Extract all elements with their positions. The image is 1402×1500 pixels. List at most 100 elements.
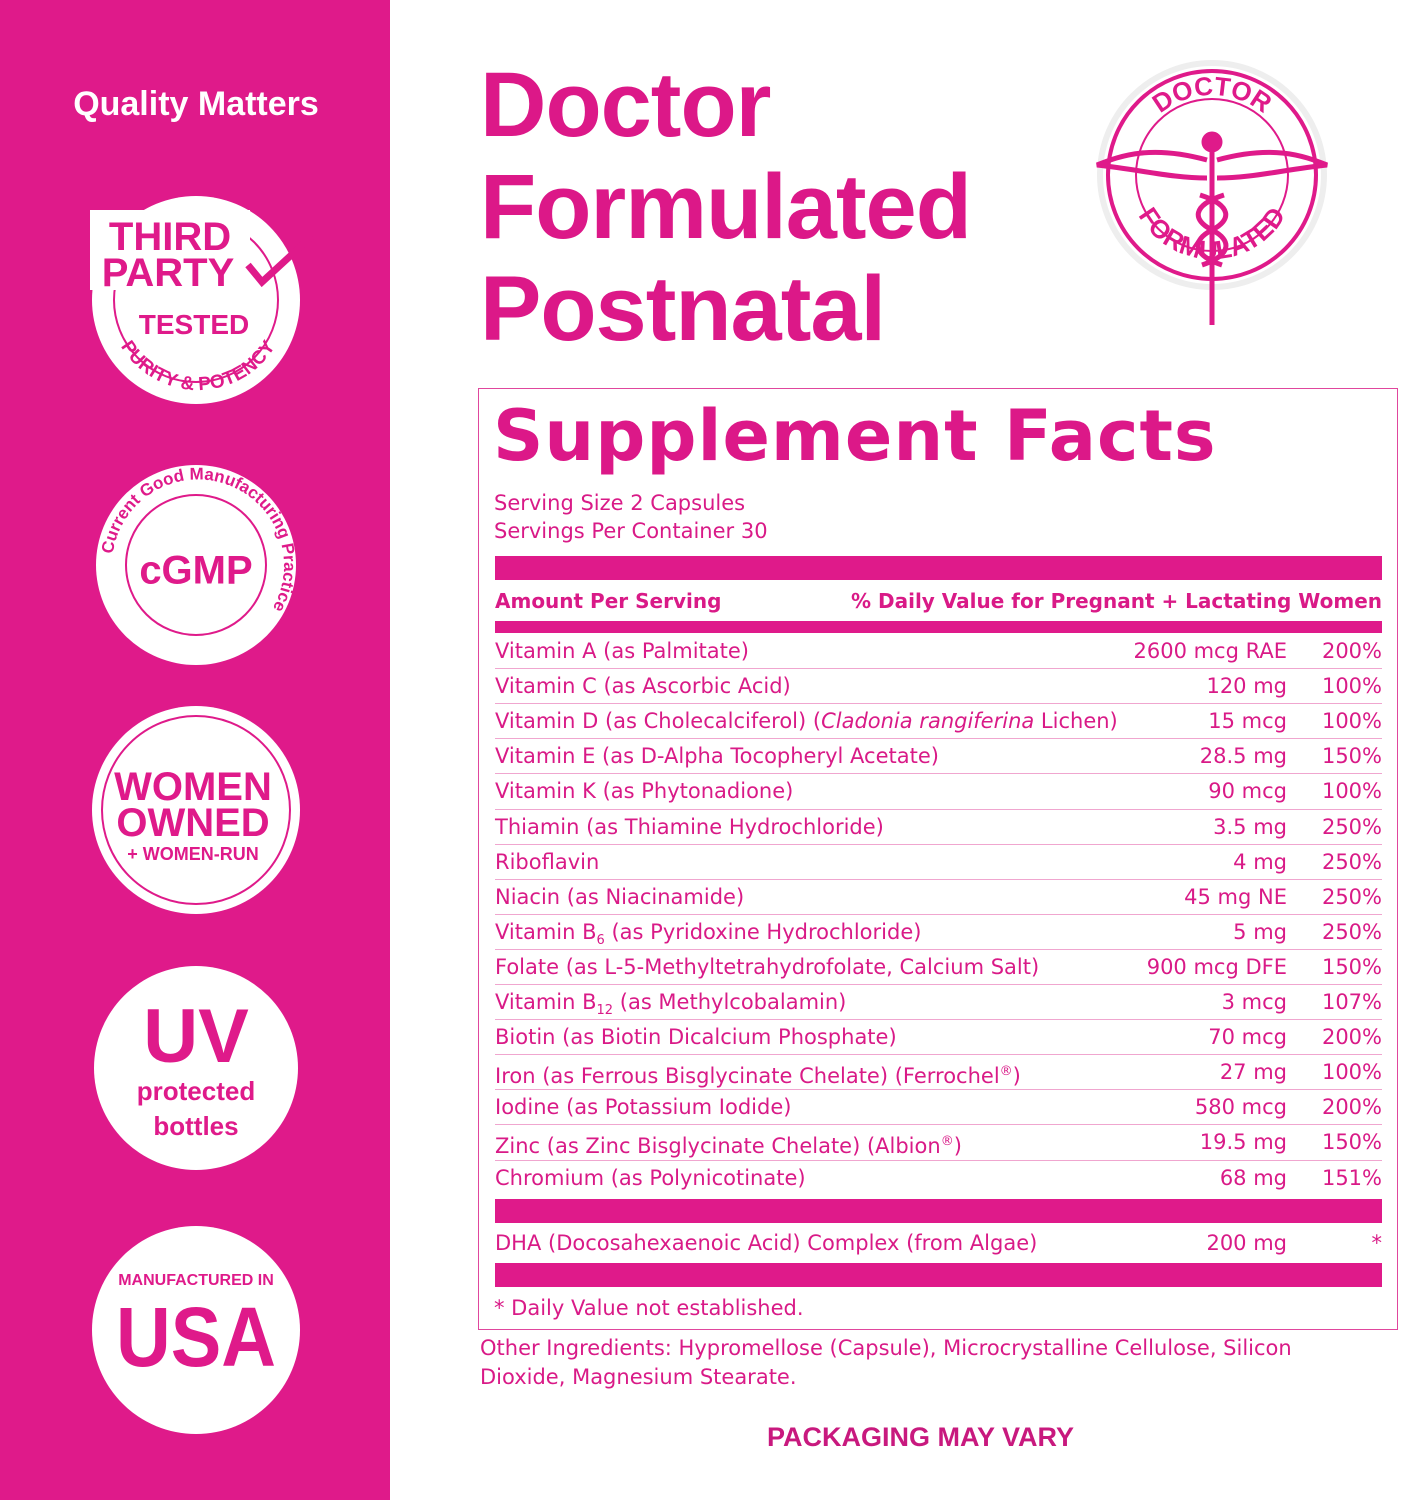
name-part: ) bbox=[1012, 1064, 1021, 1089]
amount: 45 mg NE bbox=[1184, 884, 1287, 909]
name-part: Cladonia rangiferina bbox=[821, 709, 1035, 734]
name-part: (as Methylcobalamin) bbox=[613, 990, 847, 1014]
badge-text: bottles bbox=[153, 1111, 238, 1141]
amount: 68 mg bbox=[1219, 1165, 1287, 1190]
daily-value: 100% bbox=[1321, 779, 1382, 804]
nutrient-name: DHA (Docosahexaenoic Acid) Complex (from… bbox=[495, 1228, 1037, 1258]
badge-text: MANUFACTURED IN bbox=[118, 1272, 274, 1289]
badge-text: OWNED bbox=[116, 801, 269, 845]
name-part: DHA (Docosahexaenoic Acid) Complex (from… bbox=[495, 1231, 1038, 1255]
daily-value: 250% bbox=[1321, 919, 1382, 944]
facts-title: Supplement Facts bbox=[493, 395, 1217, 477]
name-part: ® bbox=[999, 1064, 1013, 1080]
amount: 4 mg bbox=[1233, 849, 1287, 874]
daily-value: * bbox=[1371, 1231, 1383, 1255]
amount: 90 mcg bbox=[1208, 779, 1287, 804]
check-mark bbox=[245, 233, 315, 288]
nutrient-name: Iodine (as Potassium Iodide) bbox=[495, 1092, 791, 1122]
daily-value: 200% bbox=[1321, 1095, 1382, 1120]
nutrient-name: Vitamin E (as D-Alpha Tocopheryl Acetate… bbox=[495, 741, 939, 771]
name-part: Riboflavin bbox=[495, 849, 600, 874]
name-part: Vitamin K (as Phytonadione) bbox=[495, 779, 794, 804]
name-part: 12 bbox=[596, 1003, 614, 1019]
row-divider bbox=[495, 773, 1382, 775]
name-part: Vitamin B bbox=[495, 919, 597, 944]
title-line: Doctor bbox=[480, 54, 771, 156]
name-part: Zinc (as Zinc Bisglycinate Chelate) (Alb… bbox=[495, 1134, 941, 1159]
row-divider bbox=[495, 703, 1382, 705]
packaging-note: PACKAGING MAY VARY bbox=[767, 1422, 1075, 1452]
row-divider bbox=[495, 843, 1382, 845]
daily-value: 107% bbox=[1321, 990, 1382, 1014]
amount: 3.5 mg bbox=[1213, 814, 1287, 839]
daily-value: 250% bbox=[1321, 849, 1382, 874]
footnote: * Daily Value not established. bbox=[494, 1296, 804, 1320]
nutrient-name: Chromium (as Polynicotinate) bbox=[495, 1163, 806, 1193]
name-part: Thiamin (as Thiamine Hydrochloride) bbox=[495, 814, 884, 839]
row-divider bbox=[495, 1054, 1382, 1056]
bar bbox=[495, 1263, 1382, 1287]
name-part: ) bbox=[953, 1134, 962, 1159]
badge-text: TESTED bbox=[139, 309, 249, 340]
caduceus bbox=[1096, 131, 1328, 325]
name-part: Lichen) bbox=[1034, 709, 1118, 734]
nutrient-name: Vitamin B6 (as Pyridoxine Hydrochloride) bbox=[495, 917, 921, 956]
nutrient-name: Vitamin B12 (as Methylcobalamin) bbox=[495, 987, 846, 1026]
nutrient-name: Folate (as L-5-Methyltetrahydrofolate, C… bbox=[495, 952, 1039, 982]
row-divider bbox=[495, 984, 1382, 985]
badge-text: protected bbox=[137, 1076, 255, 1106]
amount: 27 mg bbox=[1219, 1060, 1287, 1085]
badge-text: cGMP bbox=[139, 549, 252, 593]
name-part: ® bbox=[940, 1134, 954, 1150]
badge-ring bbox=[125, 494, 267, 636]
name-part: Vitamin D (as Cholecalciferol) ( bbox=[495, 709, 822, 734]
row-divider bbox=[495, 668, 1382, 670]
other-ingredients: Other Ingredients: Hypromellose (Capsule… bbox=[480, 1336, 1292, 1389]
name-part: Vitamin B bbox=[495, 990, 597, 1014]
nutrient-name: Thiamin (as Thiamine Hydrochloride) bbox=[495, 812, 884, 842]
amount: 2600 mcg RAE bbox=[1133, 639, 1287, 663]
serving-size: Serving Size 2 Capsules bbox=[494, 491, 746, 515]
nutrient-name: Biotin (as Biotin Dicalcium Phosphate) bbox=[495, 1022, 897, 1052]
daily-value: 250% bbox=[1321, 814, 1382, 839]
name-part: Vitamin E (as D-Alpha Tocopheryl Acetate… bbox=[495, 744, 939, 769]
row-divider bbox=[495, 1019, 1382, 1021]
badge-circle bbox=[92, 706, 300, 914]
badge-text: UV bbox=[143, 994, 249, 1079]
row-divider bbox=[495, 738, 1382, 740]
title-line: Postnatal bbox=[480, 258, 886, 360]
name-part: Vitamin C (as Ascorbic Acid) bbox=[495, 674, 791, 699]
column-header: Amount Per Serving bbox=[495, 589, 722, 613]
doctor-seal: DOCTOR FORMULATED bbox=[1096, 60, 1328, 325]
name-part: Folate (as L-5-Methyltetrahydrofolate, C… bbox=[495, 954, 1040, 979]
nutrient-name: Niacin (as Niacinamide) bbox=[495, 882, 744, 912]
row-divider bbox=[495, 1089, 1382, 1091]
nutrient-name: Vitamin K (as Phytonadione) bbox=[495, 776, 793, 806]
daily-value: 151% bbox=[1321, 1165, 1382, 1190]
name-part: Vitamin A (as Palmitate) bbox=[495, 639, 749, 663]
amount: 200 mg bbox=[1206, 1231, 1287, 1255]
badge-text: USA bbox=[116, 1290, 276, 1384]
name-part: (as Pyridoxine Hydrochloride) bbox=[604, 919, 922, 944]
servings-per-container: Servings Per Container 30 bbox=[494, 519, 768, 543]
daily-value: 150% bbox=[1321, 744, 1382, 769]
sidebar-title: Quality Matters bbox=[73, 85, 319, 123]
amount: 15 mcg bbox=[1208, 709, 1287, 734]
daily-value: 250% bbox=[1321, 884, 1382, 909]
badge-text: THIRD bbox=[109, 215, 231, 259]
bar bbox=[495, 1199, 1382, 1223]
row-divider bbox=[495, 808, 1382, 810]
daily-value: 100% bbox=[1321, 1060, 1382, 1085]
daily-value: 200% bbox=[1321, 1025, 1382, 1050]
amount: 19.5 mg bbox=[1199, 1130, 1287, 1155]
daily-value: 100% bbox=[1321, 709, 1382, 734]
supplement-facts: Supplement Facts Serving Size 2 Capsules… bbox=[478, 388, 1398, 1330]
nutrient-name: Iron (as Ferrous Bisglycinate Chelate) (… bbox=[495, 1057, 1021, 1091]
badge-text: PARTY bbox=[102, 251, 235, 295]
badge-ring bbox=[101, 715, 291, 905]
daily-value: 150% bbox=[1321, 1130, 1382, 1155]
daily-value: 100% bbox=[1321, 674, 1382, 699]
daily-value: 200% bbox=[1321, 639, 1382, 663]
badge-mask bbox=[90, 210, 250, 290]
